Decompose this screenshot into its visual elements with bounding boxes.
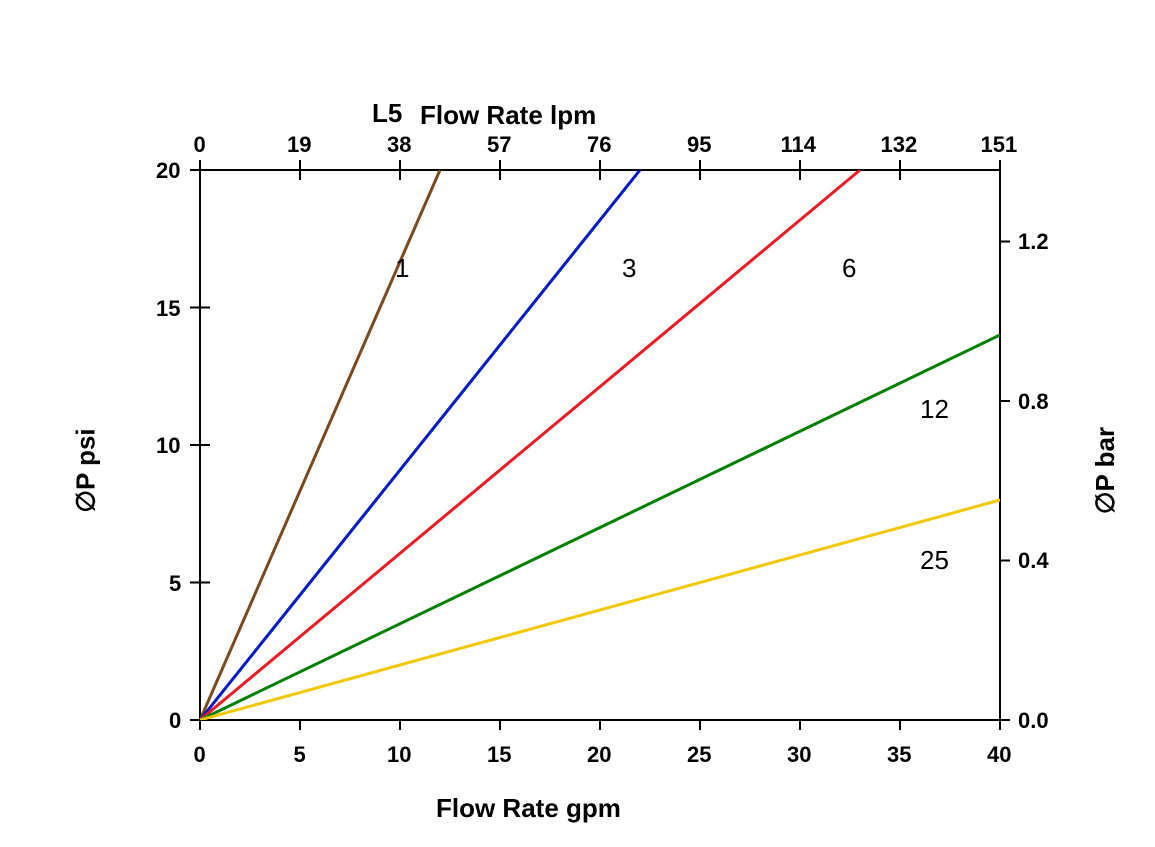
- x-top-tick-label: 19: [287, 132, 311, 158]
- series-label-25: 25: [920, 545, 949, 576]
- x-bottom-tick-label: 25: [687, 742, 711, 768]
- series-label-12: 12: [920, 394, 949, 425]
- series-label-3: 3: [622, 253, 636, 284]
- series-line-3: [200, 170, 640, 720]
- y-right-tick-label: 1.2: [1018, 229, 1049, 255]
- chart-container: L5 Flow Rate lpm Flow Rate gpm ∅P psi ∅P…: [0, 0, 1155, 847]
- x-bottom-tick-label: 5: [294, 742, 306, 768]
- x-top-tick-label: 132: [881, 132, 918, 158]
- x-top-tick-label: 0: [194, 132, 206, 158]
- x-top-tick-label: 95: [687, 132, 711, 158]
- x-bottom-tick-label: 15: [487, 742, 511, 768]
- x-top-tick-label: 57: [487, 132, 511, 158]
- x-bottom-tick-label: 35: [887, 742, 911, 768]
- x-bottom-tick-label: 40: [987, 742, 1011, 768]
- series-label-6: 6: [842, 253, 856, 284]
- x-bottom-tick-label: 20: [587, 742, 611, 768]
- y-left-tick-label: 0: [169, 708, 181, 734]
- y-left-tick-label: 20: [156, 158, 180, 184]
- y-right-tick-label: 0.4: [1018, 548, 1049, 574]
- x-top-tick-label: 151: [981, 132, 1018, 158]
- x-bottom-tick-label: 0: [194, 742, 206, 768]
- series-label-1: 1: [395, 253, 409, 284]
- y-right-tick-label: 0.0: [1018, 708, 1049, 734]
- x-top-tick-label: 76: [587, 132, 611, 158]
- y-right-tick-label: 0.8: [1018, 389, 1049, 415]
- series-line-25: [200, 500, 1000, 720]
- y-left-tick-label: 15: [156, 296, 180, 322]
- y-left-tick-label: 10: [156, 433, 180, 459]
- x-bottom-tick-label: 10: [387, 742, 411, 768]
- x-top-tick-label: 114: [781, 132, 817, 158]
- y-left-tick-label: 5: [169, 571, 181, 597]
- x-bottom-tick-label: 30: [787, 742, 811, 768]
- series-line-12: [200, 335, 1000, 720]
- series-line-6: [200, 170, 860, 720]
- x-top-tick-label: 38: [387, 132, 411, 158]
